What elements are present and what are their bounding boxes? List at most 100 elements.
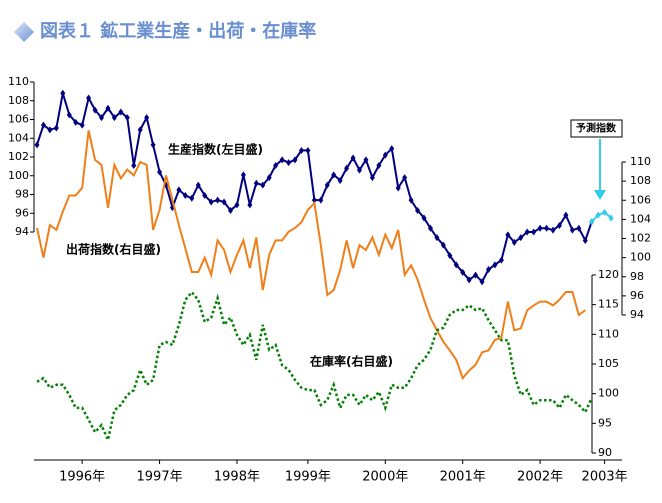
- marker: [195, 181, 201, 189]
- marker: [247, 201, 253, 209]
- marker: [286, 159, 292, 167]
- y-tick-label: 105: [598, 357, 619, 370]
- y-tick-label: 104: [630, 212, 651, 225]
- marker: [440, 241, 446, 249]
- marker: [395, 184, 401, 192]
- y-tick-label: 96: [630, 289, 644, 302]
- marker: [176, 186, 182, 194]
- x-tick-label: 2000年: [362, 470, 408, 485]
- marker: [118, 108, 124, 116]
- marker: [589, 218, 595, 226]
- marker: [40, 121, 46, 129]
- marker: [137, 126, 143, 134]
- marker: [415, 206, 421, 214]
- series-label: 在庫率(右目盛): [310, 354, 393, 369]
- x-tick-label: 1997年: [137, 470, 183, 485]
- marker: [602, 208, 608, 216]
- y-tick-label: 110: [8, 75, 29, 88]
- marker: [208, 198, 214, 206]
- marker: [408, 196, 414, 204]
- title-icon: [14, 22, 34, 42]
- marker: [389, 145, 395, 153]
- marker: [337, 176, 343, 184]
- y-tick-label: 95: [598, 416, 612, 429]
- annotation-box: [570, 119, 623, 138]
- marker: [318, 196, 324, 204]
- marker: [240, 171, 246, 179]
- marker: [357, 166, 362, 174]
- x-tick-label: 1996年: [59, 470, 105, 485]
- y-tick-label: 94: [15, 225, 29, 238]
- marker: [311, 196, 317, 204]
- marker: [608, 214, 614, 222]
- marker: [427, 224, 433, 232]
- y-tick-label: 110: [630, 155, 651, 168]
- marker: [202, 191, 208, 199]
- marker: [34, 141, 40, 149]
- marker: [221, 198, 227, 206]
- y-tick-label: 100: [630, 251, 651, 264]
- y-tick-label: 98: [630, 270, 644, 283]
- series-line: [36, 290, 593, 444]
- marker: [292, 156, 298, 164]
- marker: [518, 234, 524, 242]
- marker: [150, 141, 156, 149]
- marker: [79, 121, 85, 129]
- marker: [331, 171, 337, 179]
- marker: [479, 278, 485, 286]
- series-line: [36, 130, 586, 381]
- y-tick-label: 90: [598, 446, 612, 459]
- marker: [324, 181, 330, 189]
- marker: [60, 89, 66, 97]
- y-tick-label: 104: [8, 131, 29, 144]
- marker: [344, 164, 350, 172]
- marker: [131, 161, 137, 169]
- marker: [298, 146, 304, 154]
- marker: [473, 271, 479, 279]
- y-tick-label: 98: [15, 188, 29, 201]
- y-tick-label: 110: [598, 327, 619, 340]
- annotation-arrowhead: [594, 190, 606, 200]
- y-tick-label: 100: [8, 169, 29, 182]
- marker: [576, 224, 582, 232]
- marker: [234, 201, 240, 209]
- marker: [382, 151, 388, 159]
- y-tick-label: 120: [598, 268, 619, 281]
- marker: [47, 126, 53, 134]
- marker: [447, 251, 453, 259]
- y-tick-label: 96: [15, 206, 29, 219]
- marker: [486, 266, 491, 273]
- x-tick-label: 2003年: [582, 470, 628, 485]
- series-label: 出荷指数(右目盛): [66, 242, 161, 257]
- marker: [73, 118, 79, 126]
- y-tick-label: 108: [630, 174, 651, 187]
- chart-title: 図表１ 鉱工業生産・出荷・在庫率: [40, 20, 316, 42]
- series-line: [590, 211, 612, 223]
- marker: [266, 174, 272, 182]
- marker: [273, 161, 279, 169]
- marker: [369, 174, 375, 182]
- y-tick-label: 106: [8, 113, 29, 126]
- marker: [86, 94, 92, 102]
- marker: [376, 161, 382, 169]
- marker: [569, 226, 575, 234]
- marker: [363, 156, 369, 164]
- marker: [537, 224, 543, 232]
- y-tick-label: 100: [598, 387, 619, 400]
- annotation: 予測指数: [576, 122, 617, 135]
- marker: [99, 114, 104, 122]
- marker: [460, 268, 466, 276]
- series-label: 生産指数(左目盛): [168, 142, 263, 157]
- marker: [556, 221, 562, 229]
- marker: [595, 211, 601, 219]
- marker: [421, 214, 427, 222]
- x-tick-label: 2002年: [517, 470, 563, 485]
- y-tick-label: 102: [630, 232, 651, 245]
- y-tick-label: 94: [630, 308, 644, 321]
- marker: [511, 238, 517, 246]
- x-tick-label: 1999年: [285, 470, 331, 485]
- marker: [279, 156, 285, 164]
- marker: [505, 231, 511, 239]
- marker: [260, 181, 266, 189]
- marker: [544, 224, 550, 232]
